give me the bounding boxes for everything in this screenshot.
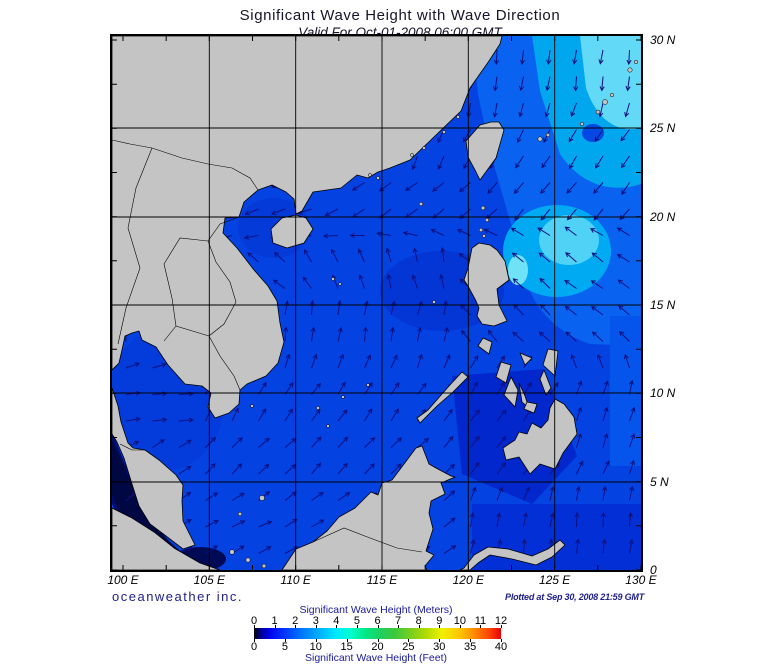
land-malay-peninsula xyxy=(112,387,196,550)
land-borneo xyxy=(281,445,456,570)
colorbar-title-feet: Significant Wave Height (Feet) xyxy=(304,652,447,664)
y-axis: 30 N 25 N 20 N 15 N 10 N 5 N 0 xyxy=(650,0,710,600)
y-axis-tick-label: 5 N xyxy=(650,474,669,489)
meters-tick-label: 8 xyxy=(415,615,422,627)
meters-tick-label: 5 xyxy=(353,615,360,627)
feet-tick-mark xyxy=(254,639,255,642)
feet-tick-label: 40 xyxy=(494,641,508,653)
land-taiwan xyxy=(465,121,505,181)
map-frame xyxy=(110,34,643,572)
feet-tick-mark xyxy=(284,639,286,642)
meters-tick-mark xyxy=(254,625,255,628)
x-axis-tick-label: 110 E xyxy=(280,573,311,587)
country-borders xyxy=(112,139,423,553)
feet-tick-label: 20 xyxy=(371,641,384,653)
meters-tick-mark xyxy=(439,625,441,628)
feet-tick-label: 15 xyxy=(340,641,353,653)
feet-tick-mark xyxy=(346,639,348,642)
land-mindoro xyxy=(477,337,493,355)
meters-tick-mark xyxy=(501,625,502,628)
land-bohol xyxy=(523,401,538,414)
meters-tick-label: 2 xyxy=(292,615,299,627)
meters-tick-label: 12 xyxy=(494,615,508,627)
land-sulawesi xyxy=(459,539,566,570)
colorbar-gradient xyxy=(254,628,501,639)
meters-tick-label: 0 xyxy=(250,615,258,627)
land-masbate xyxy=(519,352,533,366)
page-title: Significant Wave Height with Wave Direct… xyxy=(239,7,561,24)
feet-tick-mark xyxy=(408,639,410,642)
feet-tick-label: 25 xyxy=(402,641,415,653)
plotted-timestamp: Plotted at Sep 30, 2008 21:59 GMT xyxy=(505,592,644,602)
colorbar-title-meters: Significant Wave Height (Meters) xyxy=(299,604,453,616)
meters-tick-mark xyxy=(418,625,420,628)
x-axis-tick-label: 115 E xyxy=(366,573,398,587)
x-axis-tick-label: 130 E xyxy=(625,573,657,587)
meters-tick-mark xyxy=(480,625,482,628)
meters-tick-mark xyxy=(274,625,276,628)
y-axis-tick-label: 10 N xyxy=(650,386,676,401)
meters-tick-label: 7 xyxy=(395,615,402,627)
land-hainan xyxy=(270,214,314,249)
colorbar-feet-ticks: 0 5 10 15 20 25 30 35 40 xyxy=(0,642,775,654)
map-svg xyxy=(112,36,641,570)
x-axis-tick-label: 120 E xyxy=(452,573,484,587)
land-sumatra xyxy=(112,507,221,570)
land-mindanao xyxy=(502,398,578,475)
meters-tick-mark xyxy=(377,625,379,628)
feet-tick-label: 10 xyxy=(309,641,322,653)
y-axis-tick-label: 30 N xyxy=(650,33,676,47)
meters-tick-label: 4 xyxy=(333,615,340,627)
meters-tick-mark xyxy=(398,625,400,628)
meters-tick-label: 9 xyxy=(436,615,443,627)
meters-tick-label: 6 xyxy=(374,615,381,627)
feet-tick-label: 35 xyxy=(464,641,477,653)
small-islands xyxy=(229,59,639,569)
y-axis-tick-label: 15 N xyxy=(650,297,676,312)
feet-tick-mark xyxy=(377,639,379,642)
y-axis-tick-label: 25 N xyxy=(650,121,676,136)
feet-tick-mark xyxy=(470,639,472,642)
feet-tick-label: 5 xyxy=(281,641,288,653)
grid-lines xyxy=(112,36,641,570)
feet-tick-mark xyxy=(315,639,317,642)
y-axis-tick-label: 0 xyxy=(650,562,657,577)
meters-tick-mark xyxy=(356,625,358,628)
x-axis-tick-label: 125 E xyxy=(538,573,571,587)
land-palawan xyxy=(416,371,469,424)
feet-tick-label: 0 xyxy=(250,641,258,653)
meters-tick-label: 3 xyxy=(312,615,319,627)
x-axis: 100 E 105 E 110 E 115 E 120 E 125 E 130 E xyxy=(0,573,775,589)
feet-tick-mark xyxy=(439,639,441,642)
land-negros xyxy=(503,376,519,408)
land-leyte xyxy=(539,369,552,396)
feet-tick-mark xyxy=(501,639,502,642)
meters-tick-mark xyxy=(336,625,338,628)
meters-tick-label: 10 xyxy=(453,615,466,627)
meters-tick-label: 11 xyxy=(474,615,487,627)
meters-tick-mark xyxy=(459,625,461,628)
meters-tick-label: 1 xyxy=(271,615,278,627)
x-axis-tick-label: 100 E xyxy=(107,573,139,587)
oceanweather-logo-text: oceanweather inc. xyxy=(112,589,244,604)
y-axis-tick-label: 20 N xyxy=(650,209,676,224)
meters-tick-mark xyxy=(315,625,317,628)
meters-tick-mark xyxy=(295,625,297,628)
feet-tick-label: 30 xyxy=(433,641,446,653)
x-axis-tick-label: 105 E xyxy=(193,573,225,587)
colorbar-meter-ticks: 0 1 2 3 4 5 6 7 8 9 10 11 12 xyxy=(0,616,775,628)
land-panay xyxy=(495,361,512,384)
